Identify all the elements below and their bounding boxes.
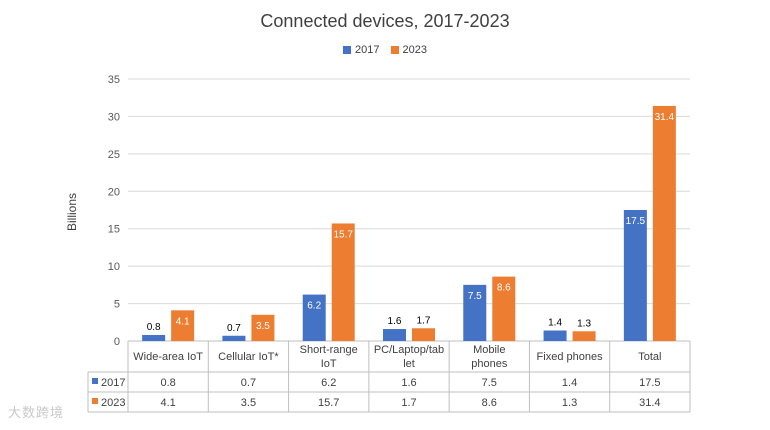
bar-2017	[142, 335, 166, 341]
bar-2023	[572, 331, 596, 341]
bar-2017	[383, 329, 406, 341]
data-label-2023: 31.4	[655, 112, 675, 123]
y-tick-label: 10	[108, 261, 120, 273]
bar-2023	[492, 276, 516, 341]
table-cell-2017: 0.8	[160, 377, 175, 389]
bar-2023	[251, 314, 275, 341]
table-cell-2023: 3.5	[241, 397, 256, 409]
data-label-2023: 15.7	[333, 229, 353, 240]
data-label-2023: 1.3	[577, 318, 591, 329]
y-tick-label: 0	[114, 336, 120, 348]
table-cell-2017: 7.5	[482, 377, 497, 389]
legend: 2017 2023	[0, 44, 770, 57]
data-label-2017: 1.4	[548, 318, 562, 329]
table-cell-2023: 31.4	[639, 397, 660, 409]
table-series-label-2017: 2017	[101, 377, 125, 389]
table-cell-2023: 8.6	[482, 397, 497, 409]
data-label-2017: 6.2	[307, 301, 321, 312]
table-cell-2017: 6.2	[321, 377, 336, 389]
legend-label-2023: 2023	[402, 44, 428, 56]
bar-2017	[543, 330, 567, 341]
x-tick-label: IoT	[321, 358, 337, 370]
bar-2023	[652, 105, 676, 341]
table-cell-2023: 1.7	[401, 397, 416, 409]
table-legend-key-2017	[92, 378, 98, 384]
chart-title: Connected devices, 2017-2023	[260, 11, 510, 31]
legend-swatch-2017	[342, 46, 351, 54]
table-cell-2023: 15.7	[318, 397, 339, 409]
bar-2017	[623, 210, 647, 341]
table-cell-2023: 1.3	[562, 397, 577, 409]
data-label-2017: 7.5	[468, 291, 482, 302]
table-legend-key-2023	[92, 398, 98, 404]
data-label-2023: 8.6	[497, 283, 511, 294]
watermark: 大数跨境	[8, 405, 65, 420]
table-cell-2017: 17.5	[639, 377, 660, 389]
legend-item-2017: 2017	[342, 44, 380, 56]
bar-2017	[463, 284, 487, 341]
data-label-2023: 3.5	[256, 321, 270, 332]
data-label-2017: 0.7	[227, 323, 241, 334]
data-label-2023: 1.7	[417, 315, 431, 326]
legend-label-2017: 2017	[354, 44, 380, 56]
x-tick-label: Cellular IoT*	[218, 351, 279, 363]
x-tick-label: Mobile	[473, 344, 505, 356]
y-tick-label: 20	[108, 186, 120, 198]
y-tick-label: 5	[114, 299, 120, 311]
table-series-label-2023: 2023	[101, 397, 125, 409]
x-tick-label: phones	[471, 358, 508, 370]
table-cell-2017: 1.4	[562, 377, 577, 389]
y-tick-label: 25	[108, 149, 120, 161]
table-cell-2017: 0.7	[241, 377, 256, 389]
legend-item-2023: 2023	[390, 44, 428, 56]
data-label-2017: 17.5	[626, 216, 646, 227]
x-tick-label: Fixed phones	[537, 351, 604, 363]
data-label-2023: 4.1	[176, 316, 190, 327]
legend-swatch-2023	[390, 46, 399, 54]
data-label-2017: 1.6	[388, 316, 402, 327]
data-label-2017: 0.8	[147, 322, 161, 333]
bar-2023	[331, 223, 355, 341]
x-tick-label: Wide-area IoT	[133, 351, 203, 363]
y-tick-label: 35	[108, 74, 120, 86]
bar-2017	[302, 294, 326, 341]
y-tick-label: 15	[108, 224, 120, 236]
x-tick-label: PC/Laptop/tab	[374, 344, 444, 356]
table-cell-2023: 4.1	[160, 397, 175, 409]
y-tick-label: 30	[108, 111, 120, 123]
x-tick-label: let	[403, 358, 415, 370]
x-tick-label: Total	[638, 351, 661, 363]
bar-2023	[171, 310, 195, 341]
bar-2023	[412, 328, 435, 341]
x-tick-label: Short-range	[300, 344, 358, 356]
bar-2017	[222, 335, 246, 341]
table-cell-2017: 1.6	[401, 377, 416, 389]
